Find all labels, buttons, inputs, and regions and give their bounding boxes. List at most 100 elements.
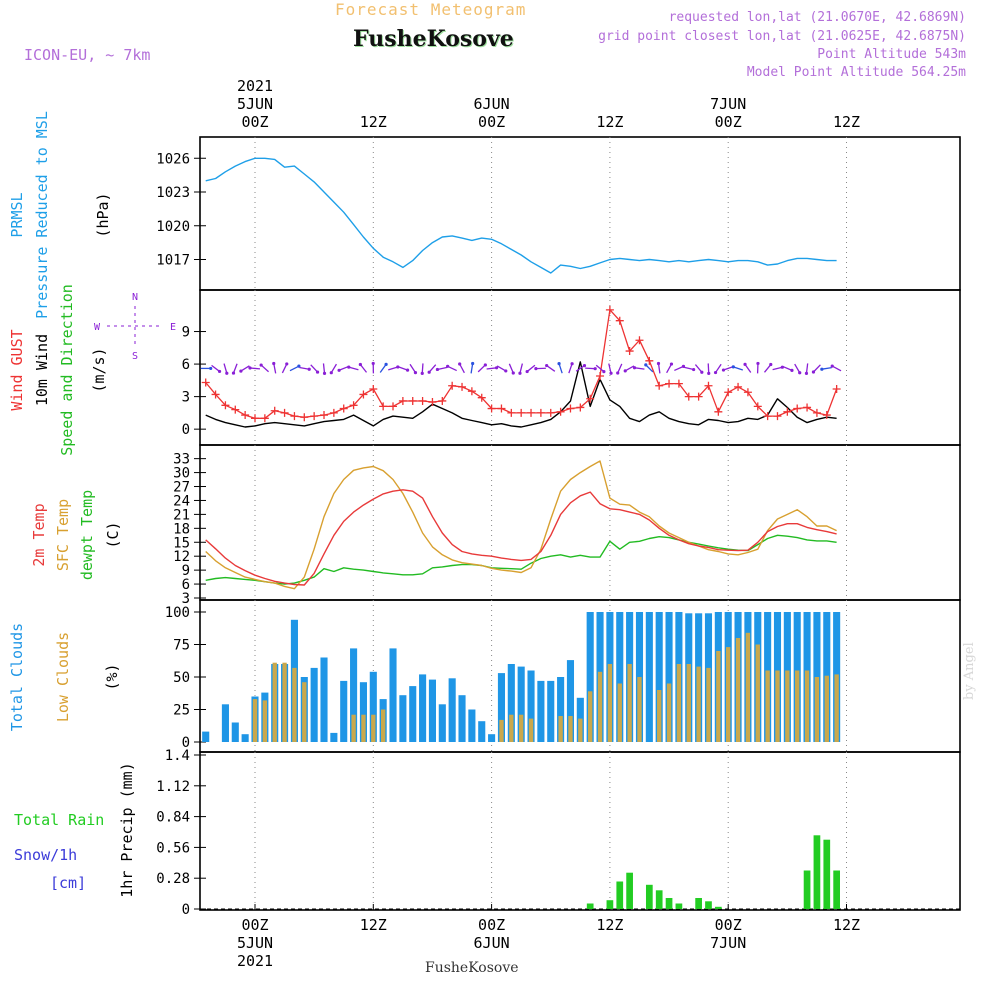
low-clouds-bar [371,714,376,742]
total-clouds-bar [566,660,575,742]
top-time-label: 7JUN [710,95,746,113]
wind-direction-arrow [715,363,722,373]
low-clouds-bar [726,647,731,742]
low-clouds-bar [262,700,268,742]
bottom-time-label: 6JUN [474,934,510,952]
wind-direction-arrow [348,366,359,371]
wind-direction-arrowhead [609,371,613,375]
wind-direction-arrowhead [384,362,388,366]
rain-bar [665,898,673,909]
top-time-label: 00Z [478,113,505,131]
low-clouds-bar [607,664,613,742]
low-clouds-bar [351,714,356,742]
wind-direction-arrow [526,364,536,373]
wind-direction-arrow [322,363,326,374]
low-clouds-bar [804,670,810,742]
pressure-label-long: Pressure Reduced to MSL [33,111,51,319]
pressure-label: PRMSL [8,192,26,237]
gust-marker [803,403,812,412]
low-clouds-bar [499,719,504,742]
wind-direction-arrowhead [616,371,620,375]
gust-marker [655,381,664,390]
gust-marker [832,385,841,394]
low-clouds-bar [765,670,770,742]
rain-bar [606,900,614,909]
wind-direction-arrowhead [217,369,222,374]
total-clouds-bar [655,612,663,742]
y-tick-label: 1026 [156,151,190,167]
requested-coords: requested lon,lat (21.0670E, 42.6869N) [668,10,966,25]
low-clouds-bar [578,718,583,742]
wind-direction-arrow [232,363,238,374]
gust-marker [369,385,378,394]
wind-direction-arrow [772,366,783,371]
top-time-label: 00Z [241,113,268,131]
wind-direction-arrowhead [545,363,549,368]
wind-direction-arrowhead [371,361,375,366]
wind-direction-arrow [338,365,349,371]
gust-marker [221,401,230,410]
low-clouds-bar [252,699,258,742]
rain-bar [705,901,712,909]
wind-gust-label: Wind GUST [8,329,26,410]
wind-direction-arrow [744,363,752,373]
wind-direction-arrowhead [337,368,341,372]
total-clouds-bar [665,612,673,742]
wind-direction-arrow [794,363,801,374]
gust-marker [359,390,368,399]
gust-marker [586,394,595,403]
wind-direction-arrowhead [307,367,311,371]
wind-direction-arrowhead [713,370,718,375]
total-clouds-bar [448,678,456,742]
y-tick-label: 50 [173,670,190,686]
top-time-label: 2021 [237,77,273,95]
wind-direction-arrowhead [471,361,475,366]
gust-marker [566,404,575,413]
temp-dewpt-label: dewpt Temp [78,490,96,580]
rain-bar [833,870,840,909]
low-clouds-bar [735,638,741,742]
low-clouds-bar [588,691,593,742]
gust-marker [665,379,674,388]
top-time-label: 00Z [715,113,742,131]
low-clouds-bar [627,664,632,742]
bottom-time-label: 00Z [241,916,268,934]
rain-bar [714,906,722,909]
low-clouds-bar [568,716,573,742]
total-clouds-bar [202,731,210,742]
y-tick-label: 1017 [156,253,190,269]
gust-marker [743,388,752,397]
model-label: ICON-EU, ~ 7km [24,46,151,64]
wind-direction-arrowhead [721,368,726,372]
y-tick-label: 0 [182,422,190,438]
clouds-unit: (%) [103,663,121,690]
total-clouds-bar [330,732,338,742]
y-tick-label: 9 [182,325,190,341]
total-clouds-bar [537,680,545,742]
gust-marker [211,390,220,399]
low-clouds-bar [637,677,642,742]
bottom-time-label: 2021 [237,952,273,970]
wind-direction-arrowhead [322,371,327,375]
y-tick-label: 0 [182,735,190,751]
wind-direction-arrow [608,363,612,374]
gust-marker [684,392,693,401]
low-clouds-bar [528,718,534,742]
wind-direction-arrow [683,366,694,371]
total-clouds-bar [241,734,249,742]
top-time-label: 12Z [360,113,387,131]
wind-direction-arrowhead [557,362,561,366]
y-tick-label: 25 [173,703,190,719]
total-clouds-bar [488,734,496,742]
total-clouds-bar [527,670,535,742]
low-clouds-bar [380,709,386,742]
compass-east: E [170,322,176,333]
low-clouds-bar [755,644,760,742]
y-tick-label: 1023 [156,185,190,201]
gust-marker [418,396,427,405]
y-tick-label: 0.28 [156,871,190,887]
y-tick-label: 24 [173,493,190,509]
wind-speed-dir-label: Speed and Direction [58,284,76,456]
wind-direction-arrowhead [483,363,487,367]
wind-direction-arrowhead [239,369,243,373]
